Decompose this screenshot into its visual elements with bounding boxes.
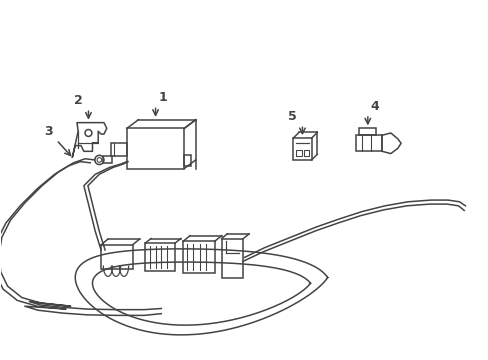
Text: 3: 3	[44, 125, 53, 138]
Text: 4: 4	[370, 100, 379, 113]
Text: 2: 2	[74, 94, 82, 107]
Text: 1: 1	[158, 91, 167, 104]
Text: 5: 5	[287, 110, 296, 123]
